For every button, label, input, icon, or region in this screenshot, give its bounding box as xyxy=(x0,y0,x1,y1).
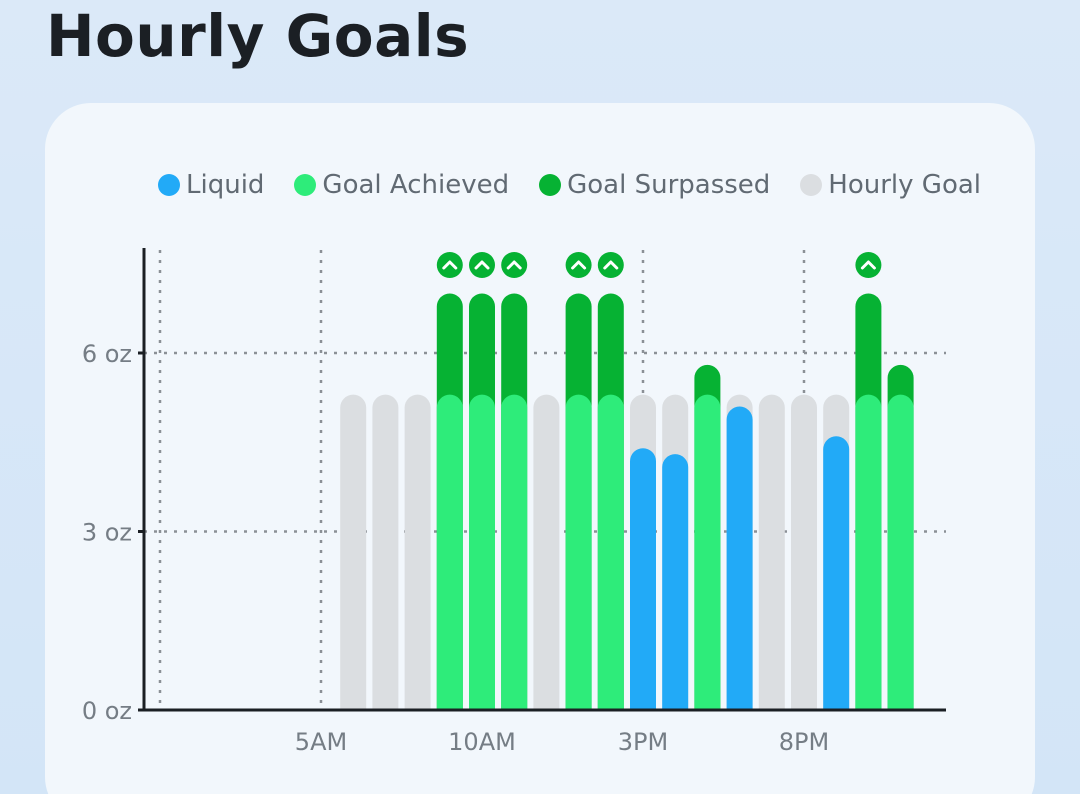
chevron-up-icon xyxy=(506,260,522,270)
chevron-up-icon xyxy=(571,260,587,270)
hourly-goal-bar xyxy=(791,394,817,710)
x-tick-label: 10AM xyxy=(448,728,516,756)
chart-tick-labels: 0 oz 3 oz 6 oz 5AM 10AM 3PM 8PM xyxy=(82,340,829,756)
chevron-up-icon xyxy=(603,260,619,270)
legend-label-goal-surpassed: Goal Surpassed xyxy=(567,170,771,200)
chevron-up-icon xyxy=(474,260,490,270)
chart-bars xyxy=(340,293,914,710)
legend-label-hourly-goal: Hourly Goal xyxy=(828,170,982,200)
goal-achieved-dot-icon xyxy=(294,174,317,196)
goal-achieved-bar xyxy=(855,394,882,710)
goal-surpassed-badge-icon xyxy=(855,252,882,278)
legend-item-liquid: Liquid xyxy=(158,170,264,200)
hourly-goal-bar xyxy=(758,394,785,710)
goal-achieved-bar xyxy=(469,394,495,710)
chevron-up-icon xyxy=(442,260,458,270)
hourly-goal-bar xyxy=(404,394,431,710)
goal-achieved-bar xyxy=(887,394,914,710)
goal-surpassed-dot-icon xyxy=(539,174,562,196)
goal-achieved-bar xyxy=(565,394,592,710)
goal-achieved-bar xyxy=(501,394,528,710)
goal-surpassed-badge-icon xyxy=(436,252,463,278)
legend-item-hourly-goal: Hourly Goal xyxy=(800,170,981,200)
goal-surpassed-badge-icon xyxy=(469,252,495,278)
goal-surpassed-badge-icon xyxy=(565,252,592,278)
y-tick-label: 6 oz xyxy=(82,340,132,368)
goal-achieved-bar xyxy=(436,394,463,710)
liquid-bar xyxy=(630,448,656,710)
liquid-dot-icon xyxy=(158,174,180,196)
legend-item-goal-achieved: Goal Achieved xyxy=(294,170,509,200)
chart-axes xyxy=(138,248,946,712)
hourly-goal-dot-icon xyxy=(800,174,823,196)
liquid-bar xyxy=(662,454,689,710)
goal-surpassed-badge-icon xyxy=(597,252,624,278)
x-tick-label: 3PM xyxy=(618,728,668,756)
chevron-up-icon xyxy=(860,260,876,270)
x-tick-label: 5AM xyxy=(295,728,347,756)
legend-label-goal-achieved: Goal Achieved xyxy=(322,170,510,200)
goal-achieved-bar xyxy=(597,394,624,710)
chart-legend: Liquid Goal Achieved Goal Surpassed Hour… xyxy=(158,170,981,200)
page-title: Hourly Goals xyxy=(46,2,470,70)
hourly-goal-bar xyxy=(340,394,367,710)
liquid-bar xyxy=(726,406,753,710)
legend-label-liquid: Liquid xyxy=(186,170,265,200)
goal-surpassed-badge-icon xyxy=(501,252,528,278)
liquid-bar xyxy=(823,436,850,710)
goal-achieved-bar xyxy=(694,394,721,710)
y-tick-label: 3 oz xyxy=(82,519,132,547)
chart-surpassed-badges xyxy=(436,252,882,278)
hourly-goal-bar xyxy=(533,394,560,710)
x-tick-label: 8PM xyxy=(779,728,829,756)
hourly-goal-bar xyxy=(372,394,399,710)
y-tick-label: 0 oz xyxy=(82,697,132,725)
legend-item-goal-surpassed: Goal Surpassed xyxy=(539,170,770,200)
